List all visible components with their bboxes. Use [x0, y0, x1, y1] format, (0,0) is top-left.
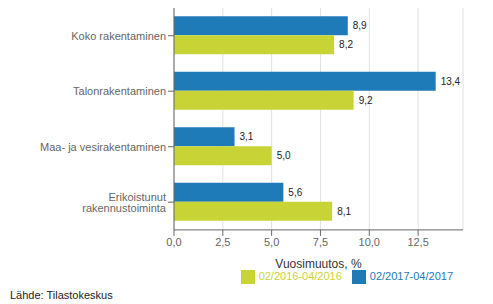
svg-text:Koko rakentaminen: Koko rakentaminen	[71, 30, 166, 42]
svg-text:Talonrakentaminen: Talonrakentaminen	[73, 85, 166, 97]
svg-text:5,0: 5,0	[264, 236, 279, 248]
svg-text:5,6: 5,6	[288, 187, 302, 198]
svg-text:8,1: 8,1	[337, 206, 351, 217]
svg-text:5,0: 5,0	[277, 150, 291, 161]
html-text:Lähde: Tilastokeskus: Lähde: Tilastokeskus	[10, 289, 113, 301]
html-text:02/2016-04/2016: 02/2016-04/2016	[258, 269, 342, 282]
svg-text:Erikoistunutrakennustoiminta: Erikoistunutrakennustoiminta	[82, 191, 167, 214]
svg-text:12,5: 12,5	[407, 236, 428, 248]
svg-text:13,4: 13,4	[441, 76, 461, 87]
svg-text:Vuosimuutos, %: Vuosimuutos, %	[275, 257, 362, 271]
svg-text:3,1: 3,1	[240, 131, 254, 142]
svg-text:8,2: 8,2	[339, 39, 353, 50]
svg-text:10,0: 10,0	[359, 236, 380, 248]
svg-text:8,9: 8,9	[353, 20, 367, 31]
svg-text:Maa- ja vesirakentaminen: Maa- ja vesirakentaminen	[40, 141, 166, 153]
svg-text:2,5: 2,5	[215, 236, 230, 248]
html-text:02/2017-04/2017: 02/2017-04/2017	[369, 269, 453, 282]
svg-text:9,2: 9,2	[359, 95, 373, 106]
svg-text:0,0: 0,0	[166, 236, 181, 248]
svg-text:7,5: 7,5	[313, 236, 328, 248]
